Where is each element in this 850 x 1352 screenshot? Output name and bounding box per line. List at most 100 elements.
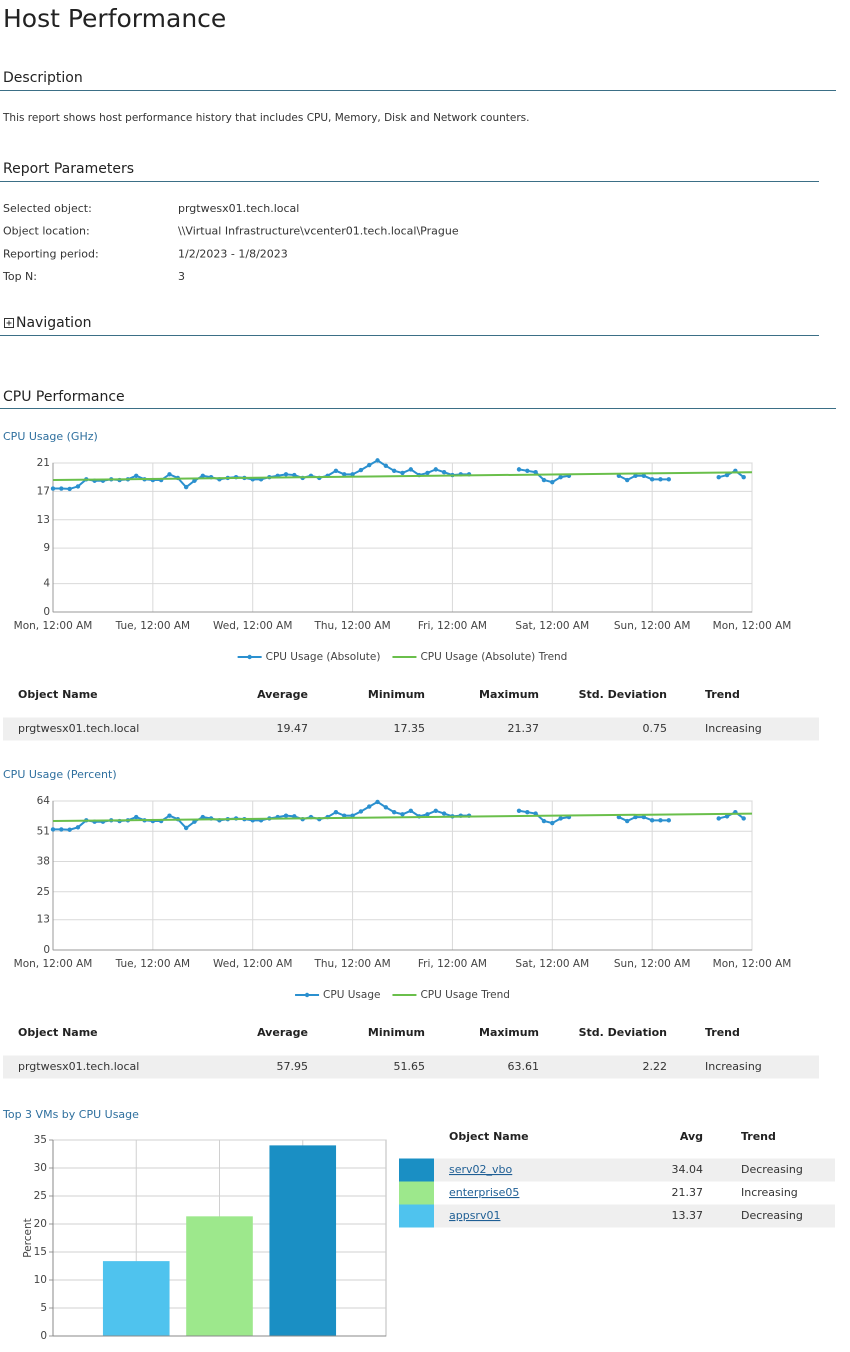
data-point — [658, 818, 663, 823]
data-point — [658, 477, 663, 482]
data-point — [283, 813, 289, 818]
data-point — [558, 474, 563, 480]
parameter-value: 1/2/2023 - 1/8/2023 — [178, 247, 288, 260]
y-tick-label: 4 — [43, 578, 50, 590]
column-header: Minimum — [368, 688, 425, 701]
legend-label: CPU Usage (Absolute) Trend — [420, 651, 567, 663]
table-cell: 19.47 — [277, 722, 309, 735]
data-point — [724, 472, 730, 478]
data-point — [59, 486, 64, 491]
x-tick-label: Mon, 12:00 AM — [14, 620, 93, 632]
y-tick-label: 30 — [34, 1162, 47, 1174]
table-cell: Increasing — [705, 722, 762, 735]
legend-label: CPU Usage — [323, 989, 380, 1001]
plot-area — [52, 800, 753, 951]
data-point — [633, 473, 638, 478]
vm-link[interactable]: enterprise05 — [449, 1186, 519, 1199]
data-point — [633, 814, 638, 820]
data-point — [550, 820, 555, 826]
data-point — [342, 472, 347, 477]
data-point — [533, 470, 538, 475]
data-point — [641, 814, 647, 820]
column-header: Trend — [741, 1130, 776, 1143]
navigation-toggle[interactable]: Navigation — [4, 315, 92, 331]
column-header: Trend — [705, 1026, 740, 1039]
y-tick-label: 21 — [37, 457, 50, 469]
column-header: Maximum — [479, 688, 539, 701]
table-row — [3, 1055, 819, 1079]
data-point — [358, 809, 364, 814]
x-tick-label: Mon, 12:00 AM — [713, 620, 792, 632]
vm-link[interactable]: appsrv01 — [449, 1209, 500, 1222]
y-tick-label: 25 — [37, 886, 50, 898]
vm-link[interactable]: serv02_vbo — [449, 1163, 513, 1176]
bar — [186, 1216, 253, 1336]
y-tick-label: 38 — [37, 856, 50, 868]
data-point — [624, 477, 630, 483]
x-tick-label: Sun, 12:00 AM — [614, 958, 691, 970]
table-cell: Increasing — [705, 1060, 762, 1073]
table-row — [399, 1158, 835, 1182]
data-point — [50, 486, 56, 491]
x-tick-label: Fri, 12:00 AM — [418, 620, 487, 632]
data-point — [183, 484, 189, 490]
data-point — [192, 819, 197, 824]
data-point — [533, 811, 538, 816]
data-point — [192, 478, 197, 483]
x-tick-label: Fri, 12:00 AM — [418, 958, 487, 970]
chart-title: CPU Usage (Percent) — [3, 768, 117, 781]
data-point — [75, 484, 81, 489]
column-header: Object Name — [449, 1130, 529, 1143]
legend-swatch — [304, 992, 310, 998]
data-point — [367, 804, 372, 809]
description-text: This report shows host performance histo… — [2, 112, 529, 124]
data-point — [666, 477, 671, 482]
bar — [102, 1261, 170, 1336]
data-point — [558, 816, 563, 821]
data-point — [283, 472, 289, 477]
data-point — [716, 474, 721, 480]
series-line — [52, 812, 753, 823]
table-cell: prgtwesx01.tech.local — [18, 1060, 139, 1073]
y-tick-label: 13 — [37, 514, 50, 526]
data-point — [200, 473, 205, 478]
table-cell: 57.95 — [277, 1060, 309, 1073]
data-point — [400, 812, 405, 817]
y-tick-label: 9 — [43, 542, 50, 554]
column-header: Trend — [705, 688, 740, 701]
series-line — [52, 471, 753, 482]
data-point — [391, 468, 397, 474]
x-tick-label: Mon, 12:00 AM — [14, 958, 93, 970]
column-header: Minimum — [368, 1026, 425, 1039]
data-point — [358, 467, 364, 473]
y-tick-label: 51 — [37, 825, 50, 837]
table-cell: 51.65 — [394, 1060, 426, 1073]
data-point — [441, 470, 447, 475]
data-point — [441, 811, 447, 816]
expand-icon[interactable] — [4, 318, 14, 328]
color-swatch — [399, 1204, 434, 1228]
parameter-value: \\Virtual Infrastructure\vcenter01.tech.… — [178, 225, 459, 238]
data-point — [67, 486, 72, 492]
y-tick-label: 0 — [43, 944, 50, 956]
legend-label: CPU Usage (Absolute) — [266, 651, 381, 663]
column-header: Average — [257, 688, 308, 701]
column-header: Average — [257, 1026, 308, 1039]
data-point — [400, 470, 405, 476]
x-tick-label: Sat, 12:00 AM — [515, 620, 589, 632]
column-header: Avg — [680, 1130, 703, 1143]
data-point — [383, 463, 389, 469]
section-heading: Report Parameters — [3, 161, 134, 177]
x-tick-label: Sun, 12:00 AM — [614, 620, 691, 632]
section-heading[interactable]: Navigation — [16, 315, 92, 331]
y-tick-label: 5 — [40, 1302, 47, 1314]
data-point — [541, 477, 547, 483]
y-tick-label: 17 — [37, 485, 50, 497]
column-header: Maximum — [479, 1026, 539, 1039]
parameter-label: Object location: — [3, 225, 90, 238]
data-point — [391, 809, 397, 815]
column-header: Std. Deviation — [579, 1026, 667, 1039]
section-heading: Description — [3, 70, 83, 86]
data-point — [375, 799, 380, 805]
